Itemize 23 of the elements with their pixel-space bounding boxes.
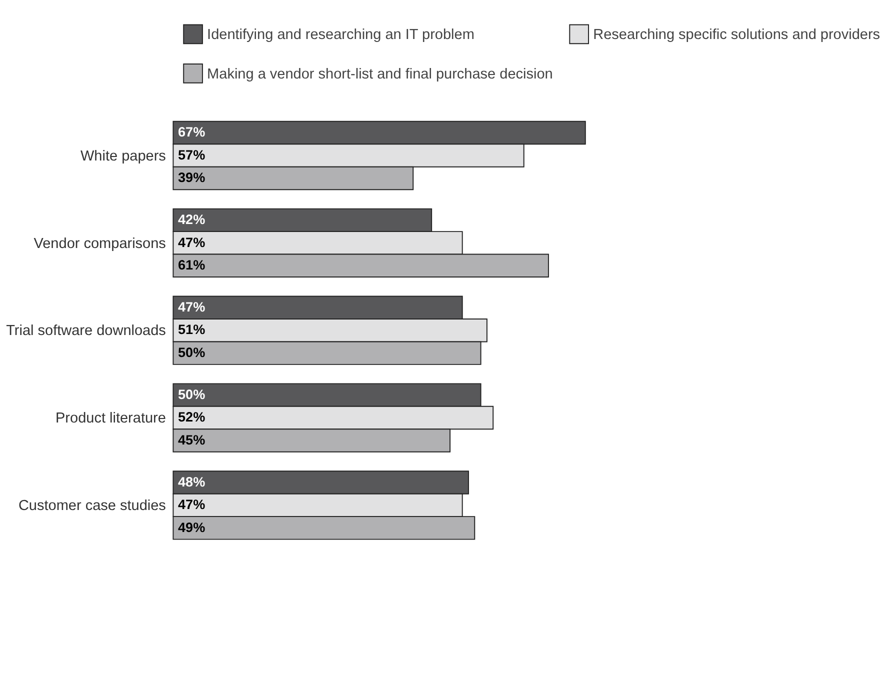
data-label: 67% [178,124,206,140]
legend-label: Researching specific solutions and providers [593,26,880,43]
legend-label: Making a vendor short-list and final purchase decision [207,66,553,82]
y-tick-label: Trial software downloads [6,323,166,340]
data-label: 50% [178,386,206,402]
data-label: 61% [178,258,206,273]
y-tick-label: Product literature [56,410,166,427]
data-label: 57% [178,147,206,162]
data-label: 51% [178,322,206,338]
y-tick-label: Customer case studies [18,498,166,514]
data-label: 47% [178,234,206,250]
y-tick-label: White papers [80,148,166,164]
data-label: 52% [178,410,206,425]
data-label: 39% [178,170,206,186]
data-label: 49% [178,520,206,535]
data-label: 47% [178,497,206,512]
data-label: 48% [178,474,206,490]
data-label: 50% [178,344,206,360]
y-tick-label: Vendor comparisons [34,236,166,252]
data-label: 42% [178,212,206,228]
data-label: 45% [178,432,206,448]
legend-label: Identifying and researching an IT problem [207,26,474,43]
data-label: 47% [178,299,206,314]
